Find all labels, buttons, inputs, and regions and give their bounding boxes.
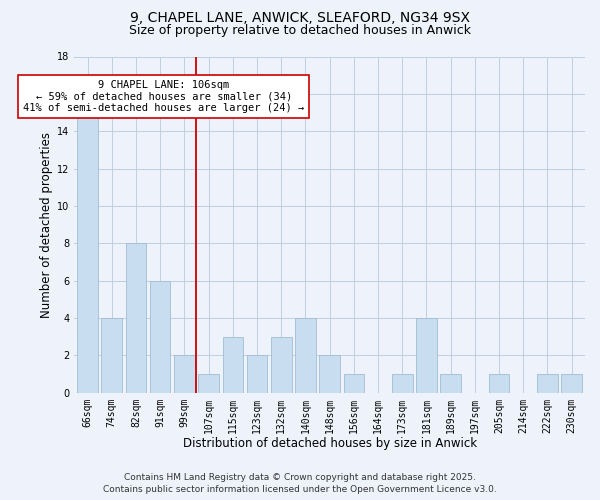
Bar xyxy=(344,374,364,392)
Bar xyxy=(271,336,292,392)
Text: 9 CHAPEL LANE: 106sqm
← 59% of detached houses are smaller (34)
41% of semi-deta: 9 CHAPEL LANE: 106sqm ← 59% of detached … xyxy=(23,80,304,113)
Bar xyxy=(199,374,219,392)
Bar xyxy=(562,374,582,392)
Bar xyxy=(174,356,194,393)
Bar xyxy=(150,280,170,392)
Bar xyxy=(440,374,461,392)
Text: Contains HM Land Registry data © Crown copyright and database right 2025.
Contai: Contains HM Land Registry data © Crown c… xyxy=(103,473,497,494)
Bar xyxy=(416,318,437,392)
Bar xyxy=(392,374,413,392)
X-axis label: Distribution of detached houses by size in Anwick: Distribution of detached houses by size … xyxy=(182,437,476,450)
Text: 9, CHAPEL LANE, ANWICK, SLEAFORD, NG34 9SX: 9, CHAPEL LANE, ANWICK, SLEAFORD, NG34 9… xyxy=(130,11,470,25)
Y-axis label: Number of detached properties: Number of detached properties xyxy=(40,132,53,318)
Bar xyxy=(295,318,316,392)
Bar xyxy=(125,244,146,392)
Bar xyxy=(247,356,267,393)
Text: Size of property relative to detached houses in Anwick: Size of property relative to detached ho… xyxy=(129,24,471,37)
Bar xyxy=(319,356,340,393)
Bar xyxy=(489,374,509,392)
Bar xyxy=(537,374,558,392)
Bar xyxy=(223,336,243,392)
Bar xyxy=(101,318,122,392)
Bar xyxy=(77,112,98,392)
